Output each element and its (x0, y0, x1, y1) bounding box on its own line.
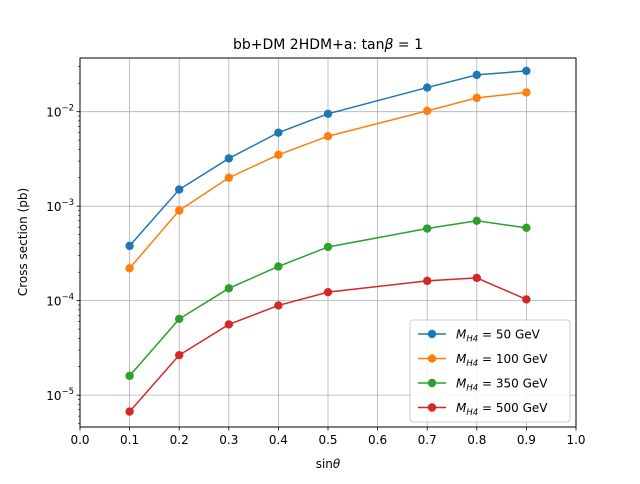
data-point (423, 224, 432, 233)
x-tick-label: 1.0 (566, 433, 585, 447)
legend-marker (427, 354, 437, 363)
legend-marker (427, 329, 437, 339)
x-tick-label: 0.8 (467, 433, 486, 447)
x-tick-label: 0.1 (120, 433, 139, 447)
data-point (423, 106, 432, 116)
legend-label: MH4 = 350 GeV (456, 377, 548, 394)
data-point (274, 150, 283, 159)
data-point (323, 287, 333, 297)
data-point (125, 241, 134, 251)
x-tick-label: 0.9 (517, 433, 536, 447)
y-tick-label: 10−2 (46, 104, 74, 120)
data-point (522, 223, 531, 233)
legend-label: MH4 = 100 GeV (456, 352, 548, 369)
data-point (274, 128, 283, 137)
legend: MH4 = 50 GeV MH4 = 100 GeV MH4 = 350 GeV MH… (409, 319, 571, 423)
legend-marker (427, 378, 437, 388)
series-layer (125, 66, 531, 416)
chart-title: bb+DM 2HDM+a: tanβ = 1 (233, 37, 423, 53)
data-point (323, 132, 333, 141)
x-tick-label: 0.6 (368, 433, 387, 447)
legend-label: MH4 = 50 GeV (456, 328, 541, 345)
data-point (522, 88, 531, 97)
x-tick-label: 0.4 (269, 433, 288, 447)
series-0 (125, 66, 531, 251)
x-tick-label: 0.2 (170, 433, 189, 447)
series-1 (125, 88, 531, 273)
data-point (522, 66, 531, 76)
legend-item: MH4 = 50 GeV (418, 328, 541, 345)
legend-item: MH4 = 350 GeV (418, 377, 548, 394)
y-tick-label: 10−3 (46, 198, 74, 214)
data-point (274, 301, 283, 310)
data-point (125, 264, 134, 273)
data-point (175, 314, 184, 324)
series-line (129, 277, 527, 413)
y-tick-label: 10−5 (46, 387, 74, 403)
data-point (472, 216, 481, 226)
x-axis-title: sinθ (316, 457, 341, 471)
data-point (423, 276, 432, 286)
series-line (129, 220, 527, 377)
data-point (125, 371, 134, 381)
series-3 (125, 273, 531, 416)
data-point (125, 407, 134, 416)
data-point (323, 242, 333, 252)
y-axis: 10−5 10−4 10−3 10−2 (46, 66, 80, 424)
legend-item: MH4 = 100 GeV (418, 352, 548, 369)
data-point (472, 93, 481, 103)
data-point (423, 83, 432, 92)
data-point (472, 273, 481, 283)
y-axis-title: Cross section (pb) (16, 188, 30, 296)
x-axis: 0.0 0.1 0.2 0.3 0.4 0.5 0.6 0.7 0.8 0.9 1.0 (70, 427, 586, 447)
data-point (522, 295, 531, 304)
x-tick-label: 0.0 (70, 433, 89, 447)
data-point (224, 320, 233, 329)
data-point (175, 350, 184, 360)
series-line (129, 70, 527, 247)
x-tick-label: 0.3 (219, 433, 238, 447)
x-tick-label: 0.7 (418, 433, 437, 447)
legend-item: MH4 = 500 GeV (418, 401, 548, 418)
data-point (224, 154, 233, 163)
series-2 (125, 216, 531, 381)
x-tick-label: 0.5 (318, 433, 337, 447)
data-point (224, 173, 233, 182)
data-point (224, 284, 233, 293)
data-point (175, 185, 184, 194)
series-line (129, 91, 527, 269)
legend-label: MH4 = 500 GeV (456, 401, 548, 418)
y-tick-label: 10−4 (46, 293, 74, 309)
legend-marker (427, 403, 437, 412)
data-point (175, 206, 184, 215)
legend-box (409, 319, 571, 423)
data-point (472, 70, 481, 80)
data-point (323, 109, 333, 118)
data-point (274, 262, 283, 271)
